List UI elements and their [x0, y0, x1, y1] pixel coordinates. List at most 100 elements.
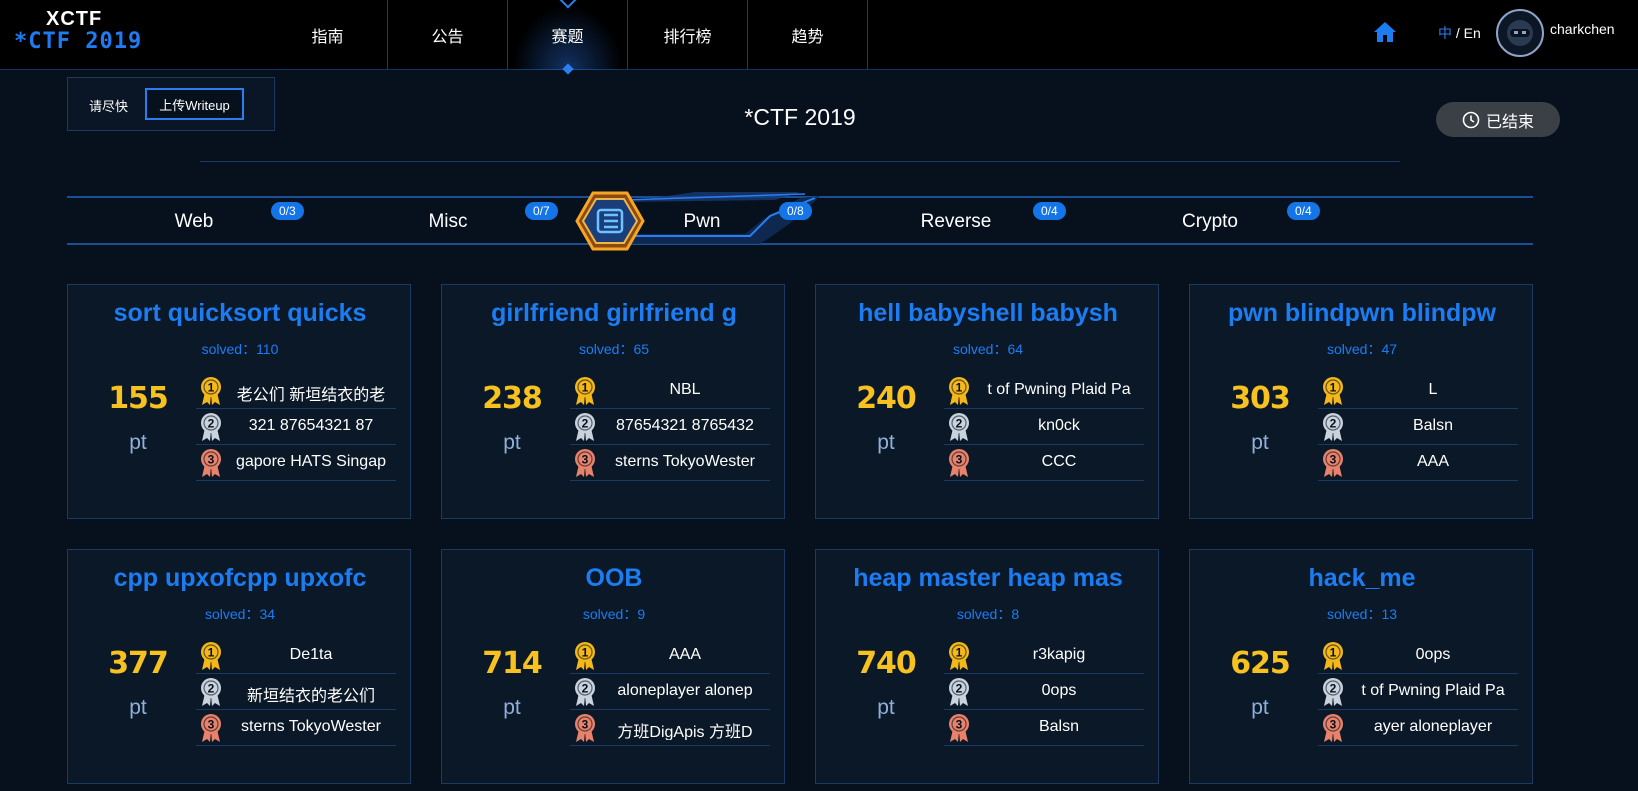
rank-row-second: 2 87654321 8765432: [570, 409, 770, 445]
tab-crypto[interactable]: Crypto 0/4: [1083, 198, 1337, 244]
tab-misc[interactable]: Misc 0/7: [321, 198, 575, 244]
svg-text:2: 2: [956, 682, 963, 696]
pwn-hexagon-icon: [575, 191, 645, 251]
bronze-medal-icon: 3: [946, 448, 972, 478]
bronze-medal-icon: 3: [572, 713, 598, 743]
challenge-solved: solved：34: [204, 606, 276, 622]
svg-text:1: 1: [582, 646, 589, 660]
svg-text:1: 1: [1330, 646, 1337, 660]
nav-challenges[interactable]: 赛题: [508, 0, 628, 70]
tab-progress-badge: 0/8: [779, 202, 812, 220]
language-switch[interactable]: 中 / En: [1438, 23, 1481, 43]
rank-row-second: 2 kn0ck: [944, 409, 1144, 445]
challenge-card[interactable]: hell babyshell babysh solved：64 240 pt 1…: [815, 284, 1159, 519]
rank-row-second: 2 Balsn: [1318, 409, 1518, 445]
challenge-card[interactable]: pwn blindpwn blindpw solved：47 303 pt 1 …: [1189, 284, 1533, 519]
rank-row-third: 3 ayer aloneplayer: [1318, 710, 1518, 746]
rank-team: CCC: [1041, 453, 1077, 470]
top-navbar: XCTF *CTF 2019 指南 公告 赛题 排行榜 趋势 中 / En ch…: [0, 0, 1638, 70]
challenge-card[interactable]: hack_me solved：13 625 pt 1 0ops 2 t of P…: [1189, 549, 1533, 784]
rank-team: 321 87654321 87: [248, 417, 374, 434]
rank-row-third: 3 Balsn: [944, 710, 1144, 746]
rank-team: Balsn: [1412, 417, 1454, 434]
rank-row-third: 3 sterns TokyoWester: [196, 710, 396, 746]
svg-text:1: 1: [956, 381, 963, 395]
challenge-title: heap master heap mas: [853, 564, 1123, 592]
points-unit: pt: [1251, 431, 1269, 454]
challenge-solved: solved：47: [1326, 341, 1398, 357]
status-badge: 已结束: [1436, 102, 1560, 137]
category-top-line: [67, 196, 1533, 198]
nav-trends[interactable]: 趋势: [748, 0, 868, 70]
rank-team: L: [1428, 381, 1438, 398]
gold-medal-icon: 1: [198, 376, 224, 406]
svg-text:3: 3: [582, 718, 589, 732]
rank-team: sterns TokyoWester: [241, 718, 381, 735]
challenge-title: OOB: [585, 564, 643, 592]
tab-web[interactable]: Web 0/3: [67, 198, 321, 244]
tab-progress-badge: 0/4: [1287, 202, 1320, 220]
silver-medal-icon: 2: [572, 412, 598, 442]
challenge-solved: solved：8: [956, 606, 1020, 622]
challenge-points: 740: [856, 646, 917, 681]
rank-team: t of Pwning Plaid Pa: [1361, 682, 1505, 699]
challenge-title: pwn blindpwn blindpw: [1228, 299, 1496, 327]
rank-team: De1ta: [289, 646, 333, 663]
points-unit: pt: [503, 431, 521, 454]
nav-leaderboard[interactable]: 排行榜: [628, 0, 748, 70]
tab-reverse[interactable]: Reverse 0/4: [829, 198, 1083, 244]
rank-team: ayer aloneplayer: [1373, 718, 1493, 735]
bronze-medal-icon: 3: [1320, 448, 1346, 478]
nav-announcements[interactable]: 公告: [388, 0, 508, 70]
svg-text:2: 2: [582, 682, 589, 696]
rank-team: AAA: [1416, 453, 1449, 470]
svg-text:2: 2: [582, 417, 589, 431]
challenge-card[interactable]: sort quicksort quicks solved：110 155 pt …: [67, 284, 411, 519]
challenge-card[interactable]: cpp upxofcpp upxofc solved：34 377 pt 1 D…: [67, 549, 411, 784]
challenge-points: 714: [482, 646, 543, 681]
svg-text:3: 3: [208, 453, 215, 467]
points-unit: pt: [129, 696, 147, 719]
challenge-solved: solved：9: [582, 606, 646, 622]
tab-label: Reverse: [920, 211, 992, 232]
rank-row-first: 1 t of Pwning Plaid Pa: [944, 373, 1144, 409]
status-text: 已结束: [1485, 113, 1534, 131]
rank-row-first: 1 L: [1318, 373, 1518, 409]
logo-top-text: XCTF: [46, 8, 103, 30]
svg-text:1: 1: [582, 381, 589, 395]
home-icon[interactable]: [1372, 19, 1398, 45]
challenge-solved: solved：64: [952, 341, 1024, 357]
category-bottom-line: [67, 243, 1533, 245]
rank-row-first: 1 NBL: [570, 373, 770, 409]
challenge-card[interactable]: girlfriend girlfriend g solved：65 238 pt…: [441, 284, 785, 519]
avatar[interactable]: [1496, 9, 1544, 57]
lang-separator: /: [1452, 25, 1464, 41]
gold-medal-icon: 1: [572, 376, 598, 406]
silver-medal-icon: 2: [946, 412, 972, 442]
lang-zh[interactable]: 中: [1438, 25, 1452, 41]
svg-text:2: 2: [1330, 417, 1337, 431]
silver-medal-icon: 2: [198, 412, 224, 442]
challenge-points: 303: [1230, 381, 1291, 416]
svg-text:1: 1: [956, 646, 963, 660]
rank-team: sterns TokyoWester: [615, 453, 755, 470]
nav-label: 排行榜: [663, 29, 712, 46]
challenge-card[interactable]: OOB solved：9 714 pt 1 AAA 2 aloneplayer …: [441, 549, 785, 784]
challenge-points: 625: [1230, 646, 1291, 681]
rank-row-first: 1 r3kapig: [944, 638, 1144, 674]
username[interactable]: charkchen: [1550, 21, 1615, 37]
rank-team: 0ops: [1041, 682, 1077, 699]
rank-row-second: 2 0ops: [944, 674, 1144, 710]
points-unit: pt: [503, 696, 521, 719]
upload-writeup-button[interactable]: 上传Writeup: [145, 88, 244, 120]
tab-pwn[interactable]: Pwn 0/8: [575, 198, 829, 244]
nav-guide[interactable]: 指南: [268, 0, 388, 70]
lang-en[interactable]: En: [1463, 25, 1481, 41]
svg-text:3: 3: [208, 718, 215, 732]
xctf-logo[interactable]: XCTF *CTF 2019: [14, 8, 154, 58]
rank-row-third: 3 方班DigApis 方班D: [570, 710, 770, 746]
tab-label: Pwn: [683, 211, 721, 232]
rank-team: 87654321 8765432: [616, 417, 754, 434]
challenge-card[interactable]: heap master heap mas solved：8 740 pt 1 r…: [815, 549, 1159, 784]
svg-text:3: 3: [956, 718, 963, 732]
